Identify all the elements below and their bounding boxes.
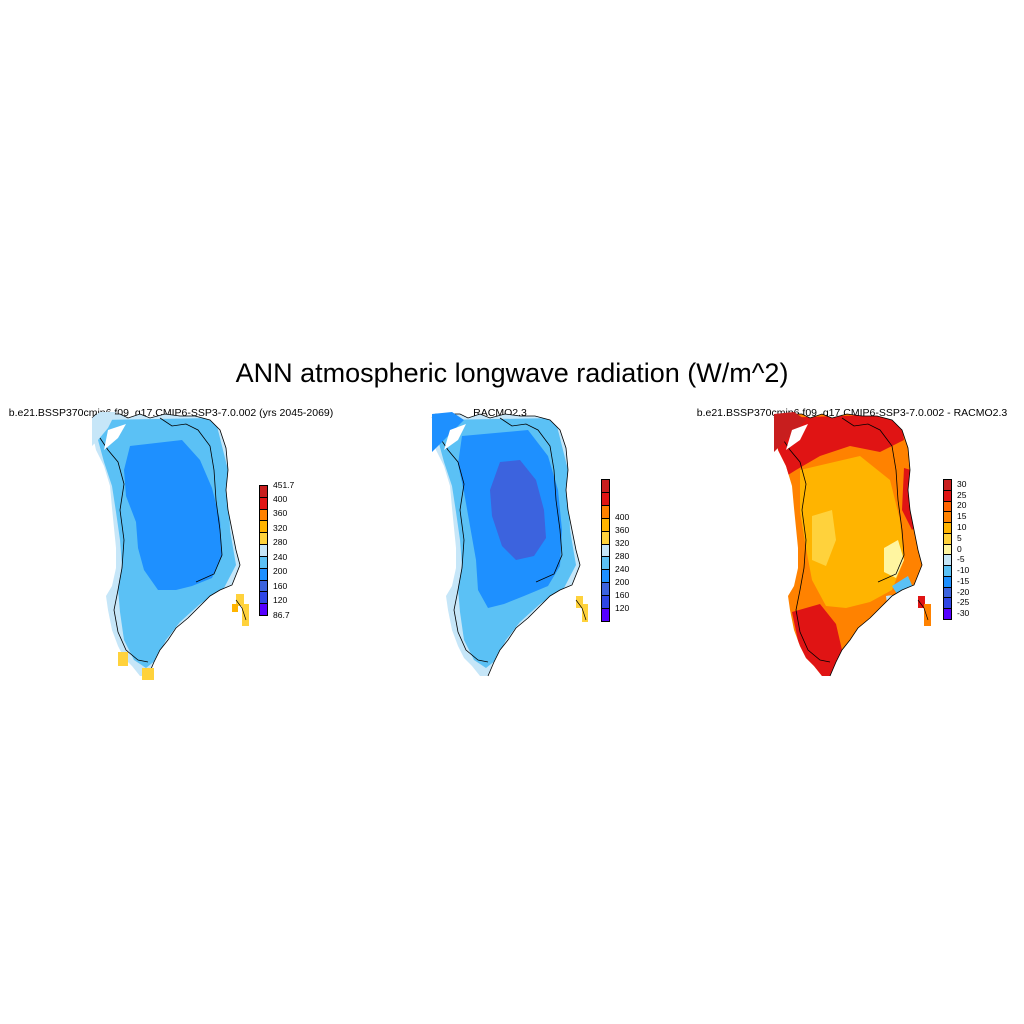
colorbar-label: 200	[273, 566, 288, 577]
colorbar-label: 160	[615, 589, 630, 600]
colorbar-label: 360	[615, 525, 630, 536]
colorbar-box	[259, 544, 268, 557]
colorbar-box	[943, 522, 952, 534]
colorbar-label: 5	[957, 532, 962, 543]
colorbar-box	[601, 504, 610, 519]
colorbar-box	[601, 530, 610, 545]
colorbar-box	[601, 608, 610, 622]
colorbar-box	[259, 555, 268, 569]
colorbar-box	[259, 485, 268, 498]
colorbar-box	[259, 591, 268, 605]
colorbar-box	[601, 491, 610, 506]
colorbar-label: 320	[615, 538, 630, 549]
colorbar-label: 240	[615, 563, 630, 574]
colorbar-box	[601, 517, 610, 532]
colorbar-label: 280	[273, 537, 288, 548]
colorbar-box	[601, 569, 610, 584]
colorbar-box	[943, 479, 952, 491]
colorbar-label: 20	[957, 500, 967, 511]
colorbar-label: -10	[957, 565, 970, 576]
colorbar-label: 15	[957, 511, 967, 522]
colorbar-label: 320	[273, 522, 288, 533]
colorbar-box	[943, 586, 952, 599]
colorbar-label: 86.7	[273, 609, 290, 620]
colorbar-box	[601, 582, 610, 597]
colorbar-box	[259, 603, 268, 616]
colorbar-box	[259, 496, 268, 510]
panel-2-map	[431, 412, 588, 677]
colorbar-box	[943, 511, 952, 524]
colorbar-label: -15	[957, 575, 970, 586]
colorbar-box	[259, 579, 268, 593]
colorbar-label: 25	[957, 489, 967, 500]
colorbar-label: 240	[273, 551, 288, 562]
colorbar-label: 200	[615, 576, 630, 587]
colorbar-label: 400	[615, 512, 630, 523]
figure-title: ANN atmospheric longwave radiation (W/m^…	[235, 358, 789, 388]
panel-1-title: b.e21.BSSP370cmip6.f09_g17.CMIP6-SSP3-7.…	[8, 407, 334, 419]
colorbar-box	[943, 532, 952, 545]
colorbar-label: 120	[615, 602, 630, 613]
colorbar-label: -30	[957, 608, 970, 619]
colorbar-box	[943, 554, 952, 567]
colorbar-box	[943, 543, 952, 556]
colorbar-label: 400	[273, 493, 288, 504]
colorbar-box	[601, 556, 610, 571]
colorbar-label: 280	[615, 550, 630, 561]
panel-3-map	[773, 412, 931, 677]
colorbar-box	[943, 575, 952, 588]
colorbar-label: 120	[273, 595, 288, 606]
colorbar-box	[943, 500, 952, 513]
colorbar-label: 360	[273, 508, 288, 519]
colorbar-label: -20	[957, 586, 970, 597]
colorbar-label: -25	[957, 597, 970, 608]
colorbar-label: 451.7	[273, 479, 295, 490]
panel-1-map	[91, 412, 249, 680]
colorbar-box	[259, 508, 268, 522]
colorbar-label: -5	[957, 554, 965, 565]
colorbar-box	[943, 608, 952, 620]
colorbar-box	[943, 565, 952, 577]
colorbar-label: 10	[957, 521, 967, 532]
colorbar-label: 30	[957, 478, 967, 489]
colorbar-box	[943, 489, 952, 502]
colorbar-label: 0	[957, 543, 962, 554]
colorbar-box	[601, 479, 610, 493]
colorbar-box	[259, 532, 268, 546]
colorbar-label: 160	[273, 580, 288, 591]
colorbar-box	[259, 520, 268, 534]
colorbar-box	[601, 543, 610, 558]
colorbar-box	[943, 597, 952, 610]
colorbar-box	[601, 595, 610, 610]
colorbar-box	[259, 567, 268, 581]
